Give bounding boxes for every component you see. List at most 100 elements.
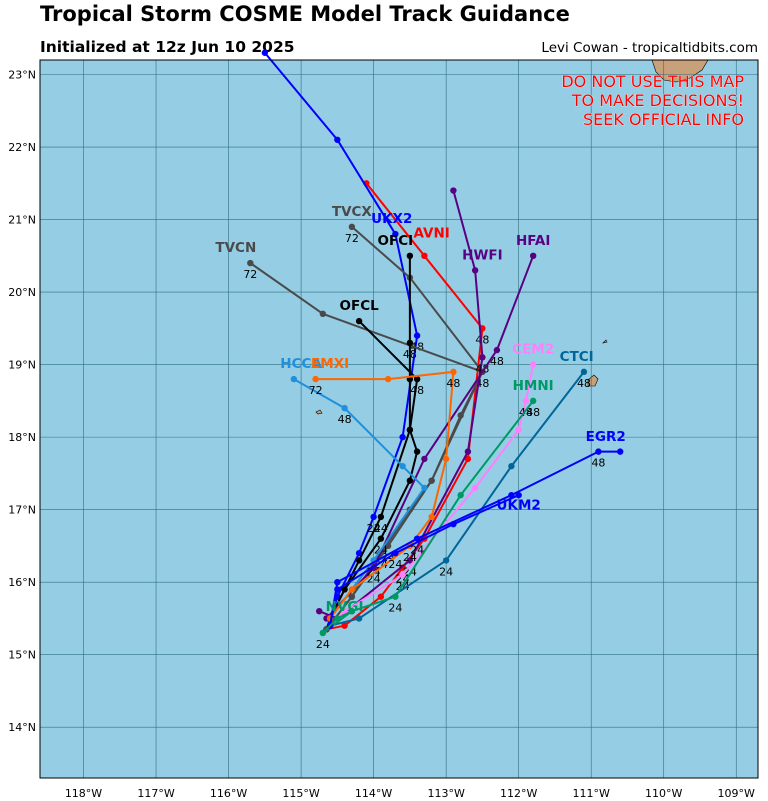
model-label: HWFI: [462, 247, 502, 263]
forecast-hour-label: 48: [410, 384, 424, 397]
track-point: [312, 375, 319, 383]
track-point: [370, 513, 377, 521]
track-point: [348, 586, 356, 593]
track-nvgi: 24 NVGI: [316, 599, 364, 651]
model-label: OFCL: [340, 298, 380, 314]
model-label: HFAI: [516, 233, 550, 249]
track-point: [334, 586, 341, 593]
track-point: [355, 317, 363, 325]
lon-tick-label: 112°W: [500, 787, 537, 800]
model-tracks: 24 48 AVNI 24 48 UKX2 24 48 72 TVCX 24 72 TVCN 24 48 OF…: [215, 49, 626, 651]
track-point: [341, 622, 348, 629]
track-point: [413, 332, 421, 339]
lat-tick-label: 23°N: [8, 69, 36, 82]
track-point: [377, 593, 385, 600]
lon-tick-label: 117°W: [137, 787, 174, 800]
track-point: [406, 477, 414, 484]
track-point: [355, 557, 363, 564]
track-point: [479, 354, 486, 361]
track-point: [580, 368, 588, 376]
model-label: HMNI: [513, 378, 554, 394]
forecast-hour-label: 48: [403, 348, 417, 361]
track-line: [329, 320, 419, 619]
track-point: [319, 629, 327, 637]
track-point: [450, 520, 457, 528]
model-label: HCCA: [280, 356, 322, 372]
axis-tick-labels: 118°W 117°W 116°W 115°W 114°W 113°W 112°W 111°W…: [8, 69, 755, 800]
track-point: [529, 361, 537, 368]
track-point: [392, 549, 399, 557]
model-label: UKM2: [497, 498, 541, 514]
warning-line: SEEK OFFICIAL INFO: [583, 110, 744, 129]
track-line: [249, 262, 484, 630]
track-point: [334, 136, 341, 143]
track-point: [316, 607, 323, 615]
lat-tick-label: 20°N: [8, 286, 36, 299]
model-label: EMXI: [311, 356, 349, 372]
credit-text: Levi Cowan - tropicaltidbits.com: [541, 40, 758, 56]
track-point: [261, 49, 269, 56]
track-point: [515, 426, 522, 434]
track-point: [464, 455, 472, 463]
model-label: TVCN: [215, 240, 256, 256]
track-point: [392, 593, 399, 600]
lon-tick-label: 113°W: [427, 787, 464, 800]
track-point: [348, 593, 356, 600]
model-label: TVCX: [332, 204, 373, 220]
model-label: EGR2: [586, 429, 626, 445]
track-point: [595, 448, 602, 455]
warning-line: TO MAKE DECISIONS!: [571, 91, 744, 110]
forecast-hour-label: 72: [309, 384, 323, 397]
lon-tick-label: 111°W: [573, 787, 610, 800]
forecast-hour-label: 24: [403, 551, 417, 564]
page-subtitle: Initialized at 12z Jun 10 2025: [40, 38, 295, 56]
track-point: [399, 433, 406, 441]
track-point: [290, 375, 298, 383]
track-point: [617, 448, 624, 455]
baja-california-coast: [651, 59, 709, 83]
track-point: [334, 578, 341, 586]
model-label: CEM2: [512, 342, 554, 358]
lat-tick-label: 16°N: [8, 576, 36, 589]
islas-marias: [587, 374, 599, 387]
track-point: [493, 346, 501, 354]
forecast-hour-label: 48: [526, 406, 540, 419]
track-point: [348, 607, 356, 615]
forecast-hour-label: 72: [345, 232, 359, 245]
forecast-hour-label: 72: [243, 268, 257, 281]
page-title: Tropical Storm COSME Model Track Guidanc…: [40, 2, 570, 26]
lat-tick-label: 21°N: [8, 214, 36, 227]
track-point: [406, 426, 414, 434]
forecast-hour-label: 24: [396, 573, 410, 586]
track-point: [334, 615, 341, 622]
track-point: [384, 375, 392, 383]
land-layer: [315, 59, 709, 415]
forecast-hour-label: 24: [388, 558, 402, 571]
track-point: [457, 491, 464, 499]
lon-tick-label: 118°W: [65, 787, 102, 800]
track-point: [442, 455, 450, 463]
track-point: [399, 571, 406, 579]
model-label: AVNI: [413, 226, 449, 242]
track-point: [471, 267, 479, 274]
track-point: [442, 557, 450, 564]
warning-line: DO NOT USE THIS MAP: [561, 72, 744, 91]
track-ctci: 24 48 CTCI: [326, 349, 594, 629]
lat-tick-label: 17°N: [8, 504, 36, 517]
forecast-hour-label: 48: [475, 333, 489, 346]
track-point: [413, 448, 421, 455]
lon-tick-label: 114°W: [355, 787, 392, 800]
track-point: [428, 513, 435, 521]
small-island: [315, 409, 323, 415]
lat-tick-label: 18°N: [8, 431, 36, 444]
track-point: [464, 448, 472, 455]
track-point: [406, 557, 414, 564]
forecast-hour-label: 48: [591, 457, 605, 470]
track-point: [522, 397, 530, 405]
track-hmni: 24 48 HMNI: [319, 378, 554, 637]
track-point: [319, 310, 327, 318]
track-point: [529, 252, 537, 260]
lon-tick-label: 110°W: [645, 787, 682, 800]
track-point: [450, 368, 457, 376]
